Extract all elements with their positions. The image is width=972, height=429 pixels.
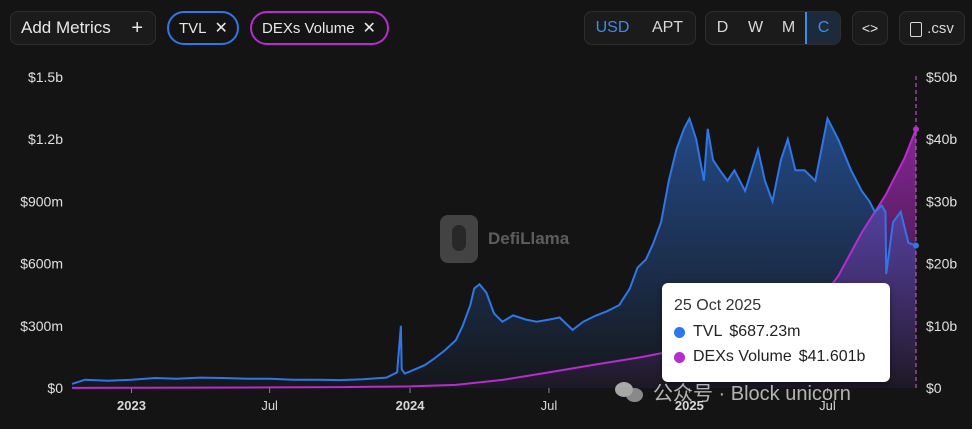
toolbar: Add Metrics + TVL ✕ DEXs Volume ✕ USD AP… xyxy=(0,0,972,56)
tooltip-row-tvl: TVL $687.23m xyxy=(674,323,878,341)
left-axis: $0 $300m $600m $900m $1.2b $1.5b xyxy=(20,69,63,396)
chip-label: DEXs Volume xyxy=(262,19,355,37)
currency-toggle: USD APT xyxy=(584,11,696,45)
credit-text: 公众号 · Block unicorn xyxy=(653,383,851,405)
y-tick-label-left: $1.5b xyxy=(28,69,63,85)
dexs-volume-marker xyxy=(913,126,919,133)
tooltip-series-value: $41.601b xyxy=(798,348,866,365)
x-tick-label: Jul xyxy=(261,398,278,413)
embed-button[interactable]: <> xyxy=(852,11,888,45)
tooltip-series-name: DEXs Volume xyxy=(693,348,792,365)
currency-option-apt[interactable]: APT xyxy=(651,19,684,36)
period-option-c[interactable]: C xyxy=(805,12,840,44)
dexs-volume-line xyxy=(71,128,917,389)
defillama-watermark: DefiLlama xyxy=(440,215,569,263)
series-dot-icon xyxy=(674,351,685,363)
close-icon[interactable]: ✕ xyxy=(214,20,228,37)
y-tick-label-right: $30b xyxy=(926,193,957,209)
metric-chip-dexs-volume[interactable]: DEXs Volume ✕ xyxy=(250,11,389,45)
period-option-m[interactable]: M xyxy=(781,19,796,36)
x-tick-label: Jul xyxy=(819,398,836,413)
chip-label: TVL xyxy=(179,19,207,37)
tooltip-row-dexs-volume: DEXs Volume $41.601b xyxy=(674,348,878,366)
wechat-icon xyxy=(615,380,645,404)
source-credit: 公众号 · Block unicorn xyxy=(615,377,851,406)
plus-icon: + xyxy=(131,16,143,39)
y-tick-label-right: $40b xyxy=(926,131,957,147)
tooltip-series-value: $687.23m xyxy=(729,323,801,340)
y-tick-label-right: $10b xyxy=(926,318,957,334)
add-metrics-button[interactable]: Add Metrics + xyxy=(10,11,156,45)
tooltip-date: 25 Oct 2025 xyxy=(674,297,762,314)
add-metrics-label: Add Metrics xyxy=(21,18,111,37)
tooltip-series-name: TVL xyxy=(693,323,723,340)
y-tick-label-left: $600m xyxy=(20,256,63,272)
currency-option-usd[interactable]: USD xyxy=(595,19,630,36)
close-icon[interactable]: ✕ xyxy=(362,20,376,37)
x-tick-label: 2025 xyxy=(675,398,704,413)
y-tick-label-left: $300m xyxy=(20,318,63,334)
watermark-text: DefiLlama xyxy=(488,229,570,248)
x-tick-label: 2024 xyxy=(396,398,426,413)
y-tick-label-right: $0 xyxy=(926,380,942,396)
right-axis: $0 $10b $20b $30b $40b $50b xyxy=(926,69,957,396)
file-icon xyxy=(910,21,923,37)
y-tick-label-left: $1.2b xyxy=(28,131,63,147)
period-option-w[interactable]: W xyxy=(747,19,764,36)
x-tick-label: 2023 xyxy=(117,398,146,413)
x-axis: 2023 Jul 2024 Jul 2025 Jul xyxy=(117,388,836,413)
period-option-d[interactable]: D xyxy=(716,19,729,36)
metric-chip-tvl[interactable]: TVL ✕ xyxy=(167,11,239,45)
csv-download-button[interactable]: .csv xyxy=(899,11,965,45)
x-tick-label: Jul xyxy=(541,398,558,413)
csv-label: .csv xyxy=(927,19,954,37)
y-tick-label-right: $50b xyxy=(926,69,957,85)
code-icon: <> xyxy=(861,20,879,36)
chart-tooltip: 25 Oct 2025 TVL $687.23m DEXs Volume $41… xyxy=(662,283,890,382)
llama-logo-icon xyxy=(440,215,478,263)
tvl-marker xyxy=(913,242,919,249)
series-dot-icon xyxy=(674,326,685,338)
y-tick-label-left: $0 xyxy=(47,380,63,396)
y-tick-label-right: $20b xyxy=(926,256,957,272)
hover-markers xyxy=(913,126,919,249)
y-tick-label-left: $900m xyxy=(20,193,63,209)
tvl-line xyxy=(71,115,917,385)
period-toggle: D W M C xyxy=(705,11,841,45)
